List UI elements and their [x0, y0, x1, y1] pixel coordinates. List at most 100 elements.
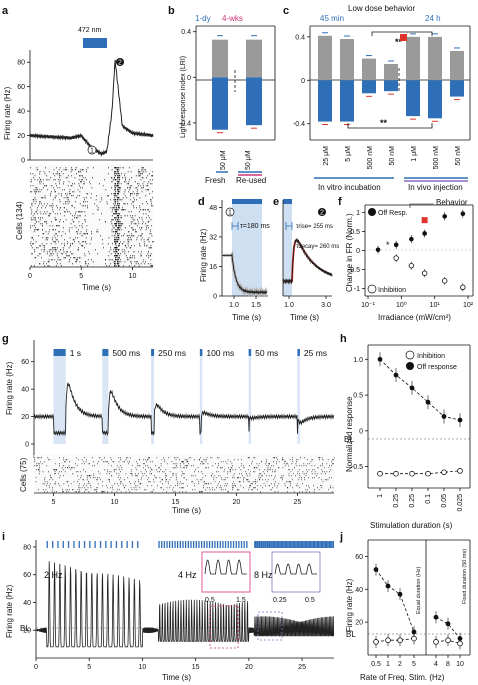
- panel-g-spike: [208, 467, 209, 469]
- panel-a-spike: [78, 229, 79, 231]
- panel-g-spike: [136, 475, 137, 477]
- panel-a-spike: [81, 245, 83, 247]
- panel-a-spike-burst: [118, 217, 120, 219]
- panel-a-spike-burst: [116, 213, 117, 215]
- panel-a-spike: [101, 213, 102, 215]
- panel-a-spike: [78, 257, 80, 259]
- panel-h-line-1: [380, 470, 461, 475]
- panel-a-spike-burst: [115, 191, 117, 193]
- panel-g-spike: [128, 463, 129, 465]
- panel-h-ytick-label-3: -0.5: [351, 464, 363, 471]
- panel-a-spike: [54, 259, 56, 261]
- panel-a-spike: [111, 219, 113, 221]
- panel-j-off-point-4: [433, 614, 439, 620]
- panel-g-spike: [138, 473, 139, 475]
- panel-a-spike: [42, 233, 44, 235]
- panel-a-spike: [135, 261, 137, 263]
- panel-a-spike: [124, 173, 126, 175]
- panel-g-spike: [172, 487, 174, 489]
- panel-a-spike: [65, 193, 66, 195]
- panel-g-spike: [265, 485, 266, 487]
- panel-a-spike: [58, 181, 60, 183]
- panel-a-marker-1-text: 1: [90, 148, 94, 155]
- panel-a-spike-burst: [118, 223, 120, 225]
- panel-a-spike: [68, 211, 70, 213]
- panel-g-spike: [314, 477, 315, 479]
- panel-a-spike: [34, 203, 36, 205]
- panel-a-spike: [31, 205, 33, 207]
- panel-g-spike: [316, 475, 317, 477]
- panel-a-spike: [72, 183, 73, 185]
- panel-a-spike: [141, 255, 142, 257]
- panel-a-spike: [60, 219, 61, 221]
- panel-a-spike: [47, 189, 49, 191]
- panel-g-spike: [34, 457, 35, 459]
- panel-a-spike-burst: [116, 193, 118, 195]
- panel-g-spike: [249, 457, 250, 459]
- panel-g-stim-shade-0: [53, 356, 66, 444]
- panel-a-spike: [141, 217, 143, 219]
- panel-g-spike: [204, 459, 206, 461]
- panel-g-spike: [151, 473, 152, 475]
- panel-g-spike: [203, 463, 205, 465]
- panel-a-spike: [79, 261, 81, 263]
- panel-g-spike: [322, 471, 323, 473]
- panel-a-spike: [126, 247, 128, 249]
- panel-g-spike: [127, 457, 129, 459]
- panel-g-spike: [297, 485, 299, 487]
- panel-a-spike: [38, 221, 40, 223]
- panel-g-spike: [89, 483, 91, 485]
- panel-g-spike: [329, 487, 331, 489]
- panel-a-spike-burst: [115, 253, 116, 255]
- panel-a-spike: [145, 261, 146, 263]
- panel-c-bar-neg-5: [428, 80, 442, 119]
- panel-a-spike: [44, 195, 46, 197]
- panel-a-spike: [149, 217, 150, 219]
- panel-a-spike: [138, 169, 139, 171]
- panel-a-spike-burst: [115, 167, 117, 169]
- panel-a-spike: [42, 197, 43, 199]
- panel-g-spike: [103, 491, 104, 493]
- panel-a-spike: [120, 259, 121, 261]
- panel-g-spike: [42, 471, 44, 473]
- panel-g-spike: [249, 485, 250, 487]
- panel-g-spike: [150, 469, 152, 471]
- panel-a-spike: [56, 205, 57, 207]
- panel-g-spike: [177, 457, 179, 459]
- panel-g-spike: [125, 459, 127, 461]
- panel-a-spike: [124, 181, 125, 183]
- panel-a-spike-burst: [117, 261, 118, 263]
- panel-a-spike-burst: [117, 227, 119, 229]
- panel-a-spike: [42, 237, 44, 239]
- panel-g-spike: [232, 475, 234, 477]
- panel-a-spike-burst: [118, 239, 120, 241]
- panel-g-spike: [307, 463, 309, 465]
- panel-g-spike: [123, 485, 124, 487]
- panel-a-spike: [84, 241, 86, 243]
- panel-g-spike: [266, 459, 267, 461]
- panel-a-spike: [73, 221, 74, 223]
- panel-a-spike: [140, 179, 142, 181]
- panel-a-spike: [72, 169, 73, 171]
- panel-a-spike: [70, 185, 72, 187]
- panel-g-spike: [174, 467, 175, 469]
- panel-g-spike: [206, 487, 208, 489]
- panel-g-stim-shade-3: [199, 356, 203, 444]
- panel-i-stim-2: [279, 541, 281, 548]
- panel-a-spike: [69, 255, 70, 257]
- panel-g-spike: [311, 473, 313, 475]
- panel-g-spike: [159, 481, 161, 483]
- panel-a-spike: [48, 261, 50, 263]
- panel-a-spike: [83, 205, 85, 207]
- panel-a-spike: [138, 175, 140, 177]
- panel-a-spike-burst: [114, 177, 115, 179]
- panel-a-spike-burst: [117, 221, 119, 223]
- panel-a-spike: [127, 243, 129, 245]
- panel-a-spike: [148, 251, 149, 253]
- panel-a-spike: [34, 191, 35, 193]
- panel-a-spike: [113, 251, 115, 253]
- panel-g-spike: [128, 489, 129, 491]
- panel-a-spike: [133, 201, 135, 203]
- panel-i-stim-2: [332, 541, 334, 548]
- panel-g-label: g: [2, 333, 9, 345]
